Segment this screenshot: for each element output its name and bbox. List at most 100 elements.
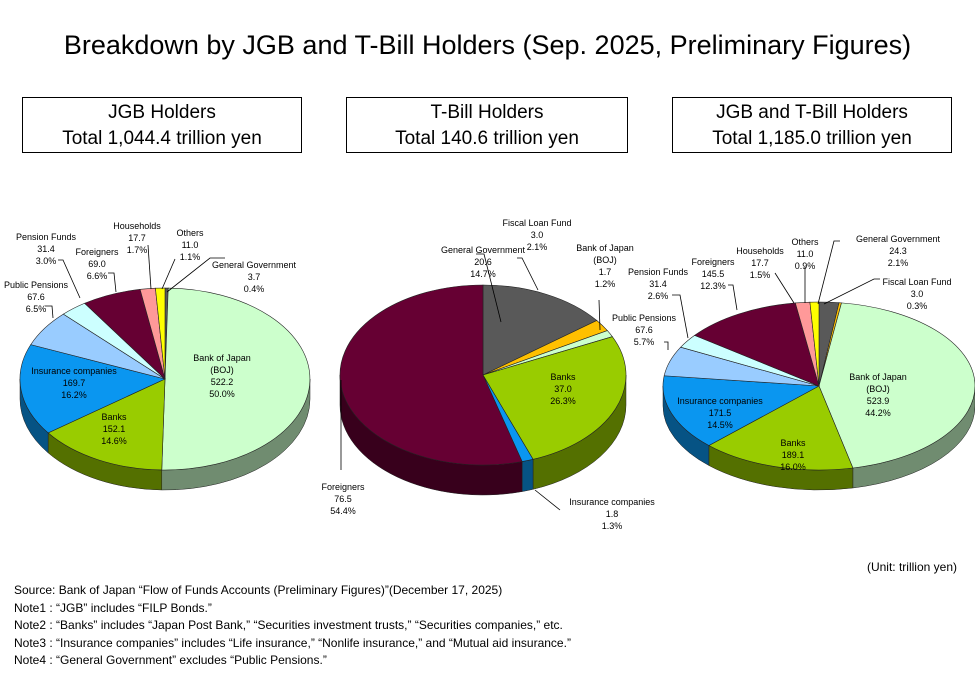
combined-title-box: JGB and T-Bill Holders Total 1,185.0 tri…: [672, 97, 952, 153]
label-value: 37.0: [554, 384, 572, 394]
label-value: 11.0: [182, 240, 199, 250]
label-label: Households: [113, 221, 161, 231]
label-pct: 3.0%: [36, 256, 57, 266]
pie-2: General Government 24.3 2.1% Fiscal Loan Fu…: [612, 234, 975, 491]
label-pct: 50.0%: [209, 389, 235, 399]
label-label: Public Pensions: [612, 313, 677, 323]
label-pension-funds: Pension Funds 31.4 3.0%: [16, 232, 81, 299]
leader-line: [166, 257, 225, 293]
pie-slice-bank-of-japan: [161, 287, 310, 471]
label-label: Foreigners: [321, 482, 365, 492]
label-label: Foreigners: [75, 247, 119, 257]
label-value: 31.4: [649, 279, 667, 289]
label-insurance-companies: Insurance companies 169.7 16.2%: [31, 366, 117, 400]
label-pct: 0.9%: [795, 261, 816, 271]
label-label: Bank of Japan: [576, 243, 634, 253]
label-label: Insurance companies: [569, 497, 655, 507]
label-label: Fiscal Loan Fund: [502, 218, 571, 228]
tbill-title-box: T-Bill Holders Total 140.6 trillion yen: [346, 97, 628, 153]
leader-line: [108, 272, 117, 293]
label-pct: 2.1%: [527, 242, 548, 252]
leader-line: [598, 299, 601, 331]
label-label: Public Pensions: [4, 280, 69, 290]
label-bank-of-japan: Bank of Japan (BOJ) 1.7 1.2%: [576, 243, 634, 331]
label-pct: 1.7%: [127, 245, 148, 255]
label-bank-of-japan: Bank of Japan (BOJ) 523.9 44.2%: [849, 372, 907, 418]
label-pct: 1.2%: [595, 279, 616, 289]
note-4: Note4 : “General Government” excludes “P…: [14, 653, 327, 667]
label-banks: Banks 152.1 14.6%: [101, 412, 127, 446]
label-households: Households 17.7 1.5%: [736, 246, 795, 304]
label-label: General Government: [212, 260, 297, 270]
label-pct: 0.3%: [907, 301, 928, 311]
label-fiscal-loan-fund: Fiscal Loan Fund 3.0 0.3%: [823, 277, 952, 311]
pie-slice-general-government: [482, 284, 598, 376]
jgb-title: JGB Holders: [108, 102, 216, 123]
leader-line: [476, 253, 502, 323]
note-1: Note1 : “JGB” includes “FILP Bonds.”: [14, 600, 212, 615]
label-insurance-companies: Insurance companies 1.8 1.3%: [534, 489, 655, 531]
label-label: Insurance companies: [677, 396, 763, 406]
label-value: 3.0: [911, 289, 924, 299]
pie-slice-banks: [708, 385, 854, 471]
label-label: Households: [736, 246, 784, 256]
label-public-pensions: Public Pensions 67.6 5.7%: [612, 313, 677, 350]
label-pct: 14.5%: [707, 420, 733, 430]
label-label: Others: [791, 237, 819, 247]
note-2: Note2 : “Banks” includes “Japan Post Ban…: [14, 618, 563, 632]
label-sublabel: (BOJ): [593, 255, 617, 265]
label-label: Foreigners: [691, 257, 735, 267]
jgb-total: Total 1,044.4 trillion yen: [62, 128, 262, 149]
pie-side-insurance-companies: [521, 458, 534, 492]
label-label: Insurance companies: [31, 366, 117, 376]
label-value: 31.4: [37, 244, 55, 254]
label-foreigners: Foreigners 76.5 54.4%: [321, 380, 365, 516]
label-value: 17.7: [751, 258, 769, 268]
label-value: 523.9: [867, 396, 890, 406]
combined-total: Total 1,185.0 trillion yen: [712, 128, 912, 149]
label-value: 189.1: [782, 450, 805, 460]
pie-0: General Government 3.7 0.4% Bank of Japan (B…: [4, 221, 311, 491]
leader-line: [728, 284, 738, 311]
label-pct: 26.3%: [550, 396, 576, 406]
label-label: Banks: [550, 372, 576, 382]
pie-slice-foreigners: [693, 302, 820, 387]
label-value: 3.0: [531, 230, 544, 240]
label-value: 1.7: [599, 267, 612, 277]
label-pension-funds: Pension Funds 31.4 2.6%: [628, 267, 689, 339]
label-label: General Government: [441, 245, 526, 255]
leader-line: [147, 244, 152, 290]
label-value: 67.6: [27, 292, 45, 302]
label-pct: 6.6%: [87, 271, 108, 281]
note-3: Note3 : “Insurance companies” includes “…: [14, 635, 571, 650]
label-pct: 54.4%: [330, 506, 356, 516]
label-foreigners: Foreigners 145.5 12.3%: [691, 257, 738, 311]
label-label: General Government: [856, 234, 941, 244]
label-value: 76.5: [334, 494, 352, 504]
tbill-total: Total 140.6 trillion yen: [395, 128, 579, 149]
label-value: 171.5: [709, 408, 732, 418]
label-label: Banks: [101, 412, 127, 422]
label-label: Pension Funds: [16, 232, 77, 242]
label-pct: 2.1%: [888, 258, 909, 268]
label-pct: 5.7%: [634, 337, 655, 347]
label-bank-of-japan: Bank of Japan (BOJ) 522.2 50.0%: [193, 353, 251, 399]
label-value: 24.3: [889, 246, 907, 256]
label-sublabel: (BOJ): [866, 384, 890, 394]
label-pct: 12.3%: [700, 281, 726, 291]
leader-line: [664, 341, 669, 350]
pie-slice-others: [809, 301, 820, 387]
pie-slice-others: [155, 287, 166, 380]
notes: Source: Bank of Japan “Flow of Funds Acc…: [14, 582, 571, 670]
tbill-title: T-Bill Holders: [430, 102, 544, 123]
label-value: 1.8: [606, 509, 619, 519]
label-general-government: General Government 3.7 0.4%: [166, 257, 297, 294]
label-value: 522.2: [211, 377, 234, 387]
leader-line: [817, 240, 840, 305]
label-value: 20.6: [474, 257, 492, 267]
leader-line: [534, 489, 561, 511]
label-pct: 0.4%: [244, 284, 265, 294]
label-pct: 1.3%: [602, 521, 623, 531]
leader-line: [774, 272, 795, 304]
